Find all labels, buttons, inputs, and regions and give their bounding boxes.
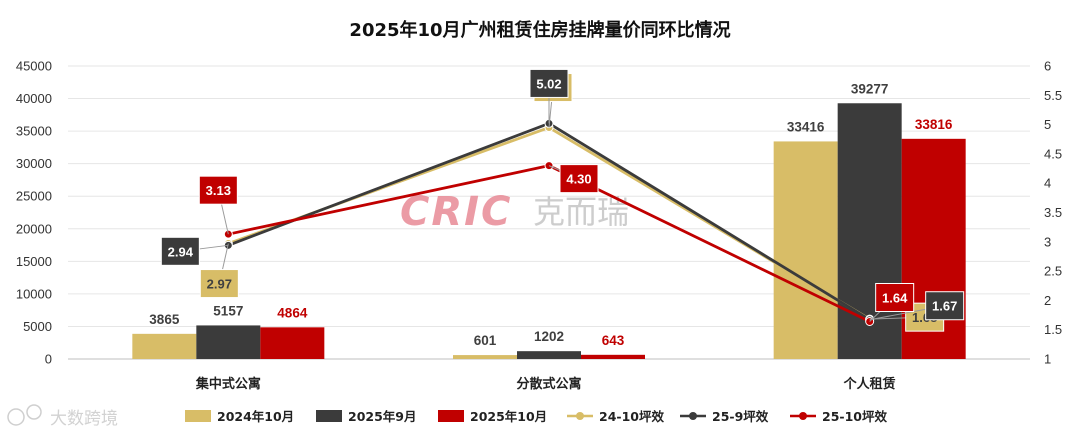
left-tick-label: 20000: [16, 221, 52, 236]
legend-swatch: [438, 410, 464, 422]
left-tick-label: 25000: [16, 189, 52, 204]
watermark: CRIC 克而瑞: [400, 189, 629, 235]
legend-label: 2024年10月: [217, 409, 294, 424]
right-tick-label: 5: [1044, 117, 1051, 132]
left-tick-label: 45000: [16, 59, 52, 74]
right-tick-label: 3: [1044, 234, 1051, 249]
right-tick-label: 1: [1044, 352, 1051, 367]
bar-value-label: 33816: [915, 117, 953, 132]
line-value-label: 2.97: [207, 277, 232, 292]
left-tick-label: 40000: [16, 91, 52, 106]
right-tick-label: 3.5: [1044, 205, 1062, 220]
right-tick-label: 2.5: [1044, 264, 1062, 279]
line-value-label: 1.64: [882, 290, 908, 305]
bar: [453, 355, 517, 359]
bar-value-label: 39277: [851, 81, 889, 96]
bar-value-label: 643: [602, 333, 625, 348]
callout-box: [925, 291, 965, 321]
legend-label: 2025年9月: [348, 409, 417, 424]
legend-marker: [799, 412, 807, 420]
left-axis: 0 5000 10000 15000 20000 25000 30000 35000 40000…: [16, 59, 52, 367]
line-labels: 2.974.951.682.945.021.673.134.301.64: [160, 68, 965, 332]
left-tick-label: 30000: [16, 156, 52, 171]
legend: 2024年10月 2025年9月 2025年10月 24-10坪效 25-9坪效 25-1…: [185, 409, 887, 424]
right-tick-label: 4.5: [1044, 146, 1062, 161]
bar-value-label: 5157: [213, 303, 243, 318]
right-tick-label: 5.5: [1044, 88, 1062, 103]
bar-value-label: 3865: [149, 312, 180, 327]
line-value-label: 1.67: [932, 299, 957, 314]
bar: [260, 327, 325, 359]
left-tick-label: 35000: [16, 124, 52, 139]
left-tick-label: 10000: [16, 286, 52, 301]
line-value-label: 3.13: [206, 183, 231, 198]
category-labels: 集中式公寓 分散式公寓 个人租赁: [195, 376, 896, 392]
footer-logo-icon: [7, 408, 25, 426]
legend-label: 25-9坪效: [712, 409, 769, 424]
legend-label: 25-10坪效: [822, 409, 887, 424]
callout-box: [559, 164, 599, 194]
right-tick-label: 4: [1044, 176, 1051, 191]
category-label: 分散式公寓: [516, 376, 581, 392]
bar-value-label: 33416: [787, 119, 825, 134]
right-axis: 1 1.5 2 2.5 3 3.5 4 4.5 5 5.5 6: [1044, 59, 1062, 367]
footer-watermark: 大数跨境: [7, 404, 118, 429]
bar: [773, 141, 838, 359]
callout-box: [529, 68, 569, 98]
watermark-brand: CRIC: [400, 189, 512, 235]
legend-swatch: [185, 410, 211, 422]
legend-marker: [689, 412, 697, 420]
right-tick-label: 1.5: [1044, 322, 1062, 337]
left-tick-label: 5000: [23, 319, 52, 334]
left-tick-label: 15000: [16, 254, 52, 269]
bar: [581, 354, 645, 359]
right-tick-label: 2: [1044, 293, 1051, 308]
legend-marker: [576, 412, 584, 420]
legend-swatch: [316, 410, 342, 422]
bar-value-label: 601: [474, 333, 497, 348]
bar-value-label: 1202: [534, 329, 564, 344]
bars: [132, 103, 966, 359]
bar-value-label: 4864: [277, 305, 308, 320]
bar: [517, 351, 581, 359]
footer-watermark-text: 大数跨境: [50, 409, 118, 429]
legend-label: 2025年10月: [470, 409, 547, 424]
line-value-label: 2.94: [168, 244, 194, 259]
bar-labels: 3865 601 33416 5157 1202 39277 4864 643 33816: [149, 81, 953, 348]
left-tick-label: 0: [45, 352, 52, 367]
chart-title: 2025年10月广州租赁住房挂牌量价同环比情况: [349, 19, 730, 41]
category-label: 个人租赁: [843, 376, 896, 392]
bar: [132, 333, 197, 359]
line-value-label: 4.30: [566, 172, 591, 187]
right-tick-label: 6: [1044, 59, 1051, 74]
watermark-cn: 克而瑞: [533, 193, 629, 231]
callout-box: [160, 236, 200, 266]
footer-logo-icon: [26, 404, 42, 420]
callout-box: [198, 175, 238, 205]
line-value-label: 5.02: [536, 76, 561, 91]
callout-box: [875, 282, 915, 312]
category-label: 集中式公寓: [195, 376, 261, 392]
callout-box: [199, 269, 239, 299]
series-line: [228, 164, 871, 323]
legend-label: 24-10坪效: [599, 409, 664, 424]
bar: [196, 325, 261, 359]
